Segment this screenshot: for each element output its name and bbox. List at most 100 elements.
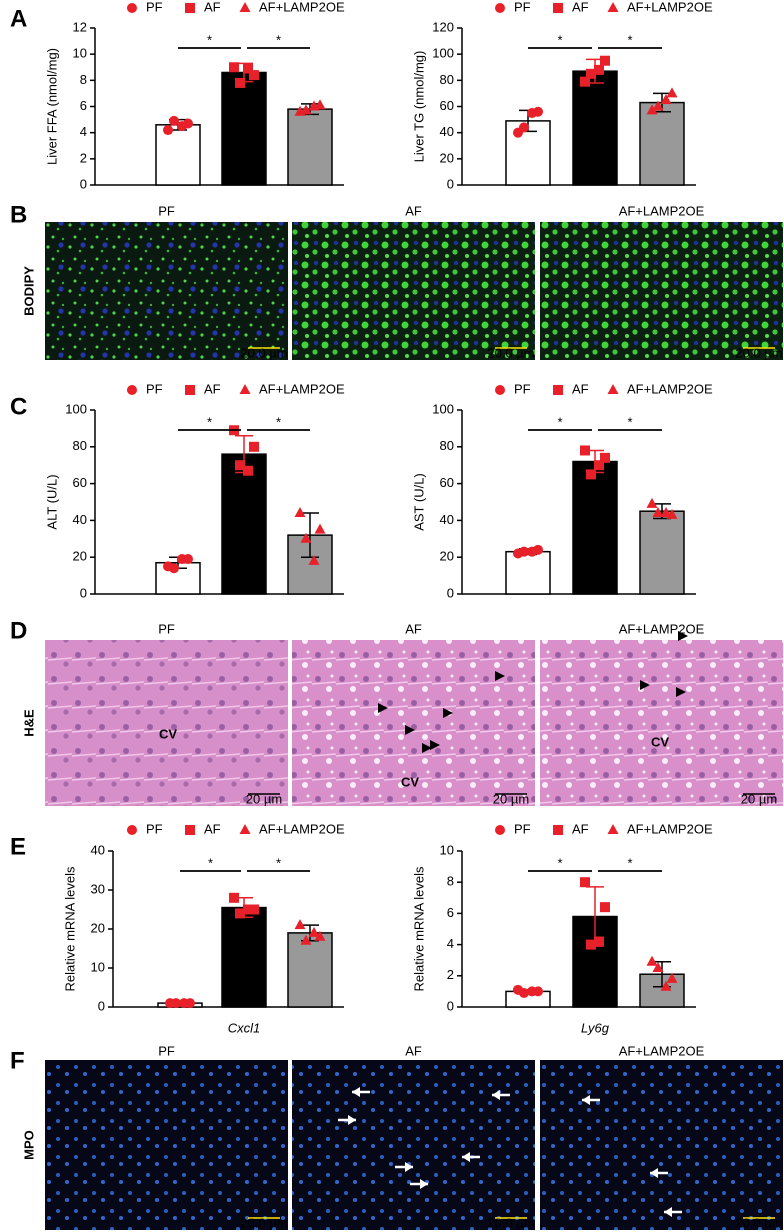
significance-label: * [207,32,212,47]
y-axis-label: Relative mRNA levels [62,866,77,991]
marker [607,824,619,834]
micrograph [45,640,288,806]
legend-label: PF [514,0,531,14]
group-label: AF [405,621,422,636]
marker [243,904,253,915]
y-axis-label: Liver FFA (nmol/mg) [44,48,59,165]
y-tick-label: 20 [440,549,454,564]
bar [572,70,618,186]
stain-label: BODIPY [21,266,36,316]
marker [586,469,596,480]
significance-label: * [276,414,281,429]
panel-letter: A [10,5,27,32]
bar [639,510,685,595]
marker [495,3,505,13]
arrows [378,631,688,753]
group-label: PF [158,621,175,636]
y-axis-label: Liver TG (nmol/mg) [411,51,426,163]
marker [171,998,181,1009]
micrograph [292,640,535,806]
marker [185,825,195,835]
bar [287,932,333,1008]
y-tick-label: 30 [91,881,105,896]
marker [179,998,189,1009]
group-label: AF+LAMP2OE [619,621,705,636]
group-label: AF+LAMP2OE [619,1043,705,1058]
bar [287,108,333,186]
y-tick-label: 40 [73,512,87,527]
marker [594,936,604,947]
legend-label: AF+LAMP2OE [627,381,713,396]
y-tick-label: 2 [80,150,87,165]
bar [572,460,618,595]
significance-label: * [557,855,562,870]
legend-label: AF+LAMP2OE [259,0,345,14]
scale-label: 20 µm [493,791,529,806]
y-tick-label: 0 [447,176,454,191]
y-tick-label: 12 [73,19,87,34]
legend-label: PF [514,381,531,396]
scale-label: 20 µm [741,791,777,806]
legend-label: PF [146,0,163,14]
y-tick-label: 10 [440,842,454,857]
marker [666,87,678,98]
arrow-line [495,635,686,677]
marker [229,892,239,903]
legend-label: AF+LAMP2OE [259,381,345,396]
scale-label: 20.0 µm [487,345,534,360]
legend-label: AF [572,381,589,396]
scale-label: 20.0 µm [240,345,287,360]
marker [308,926,320,937]
arrow-line [338,1090,682,1214]
marker [185,3,195,13]
group-label: PF [158,1043,175,1058]
marker [314,523,326,534]
legend-label: AF [572,821,589,836]
significance-label: * [557,414,562,429]
legend-label: AF+LAMP2OE [259,821,345,836]
marker [495,385,505,395]
marker [652,100,664,111]
panel-letter: C [10,393,27,420]
marker [519,987,529,998]
marker [519,122,529,133]
marker [600,55,610,66]
marker [127,825,137,835]
x-axis-label: Cxcl1 [228,1020,261,1035]
marker [527,986,537,997]
scale-label: 20 µm [246,791,282,806]
y-tick-label: 80 [440,438,454,453]
marker [249,904,259,915]
y-tick-label: 0 [447,998,454,1013]
significance-label: * [627,32,632,47]
marker [600,452,610,463]
marker [163,125,173,136]
cv-label: CV [651,734,669,749]
marker [235,77,245,88]
stain-label: H&E [21,709,36,737]
significance-label: * [557,32,562,47]
marker [169,115,179,126]
error-bar [301,512,319,558]
scale-label: 20.0 µm [240,1215,287,1230]
marker [239,2,251,12]
y-tick-label: 80 [440,72,454,87]
marker [294,919,306,930]
significance-label: * [627,414,632,429]
y-axis-label: Relative mRNA levels [411,866,426,991]
y-tick-label: 20 [73,549,87,564]
y-tick-label: 8 [80,72,87,87]
marker [580,445,590,456]
y-tick-label: 0 [98,998,105,1013]
cv-label: CV [159,726,177,741]
marker [308,100,320,111]
marker [239,824,251,834]
marker [249,441,259,452]
y-tick-label: 2 [447,967,454,982]
marker [300,532,312,543]
y-tick-label: 10 [73,46,87,61]
marker [607,2,619,12]
group-label: AF [405,203,422,218]
micrograph [540,222,783,360]
marker [235,460,245,471]
